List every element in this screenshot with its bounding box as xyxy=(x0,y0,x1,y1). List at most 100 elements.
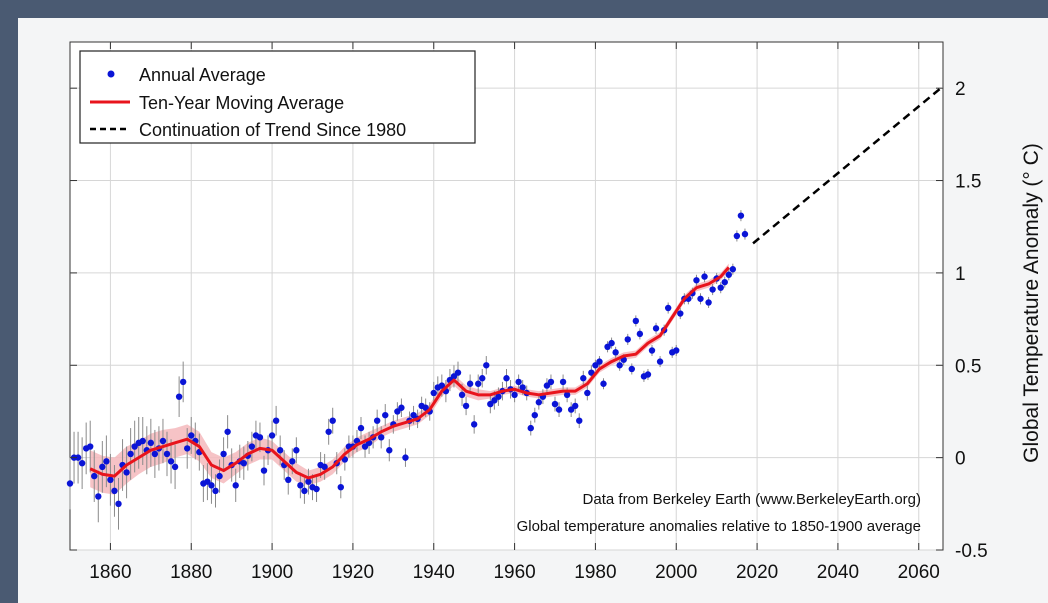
annual-point xyxy=(357,424,365,432)
annual-point xyxy=(188,432,195,439)
annual-point xyxy=(260,467,268,474)
annual-point xyxy=(479,375,486,382)
y-tick-label: 2 xyxy=(955,79,966,100)
legend: Annual Average Ten-Year Moving Average C… xyxy=(79,50,476,144)
annual-point xyxy=(232,482,239,489)
annual-point xyxy=(66,480,74,487)
annual-point xyxy=(596,358,603,365)
x-tick-label: 2040 xyxy=(817,562,859,583)
annual-point xyxy=(519,384,526,391)
annual-point xyxy=(677,310,684,317)
annual-point xyxy=(289,458,296,465)
annual-point xyxy=(511,391,518,399)
annual-point xyxy=(563,391,571,399)
annual-point xyxy=(483,362,490,369)
annual-point xyxy=(515,378,522,386)
annual-point xyxy=(184,445,191,452)
annual-point xyxy=(608,339,615,347)
x-tick-label: 2000 xyxy=(655,562,697,583)
annual-point xyxy=(107,476,114,484)
annual-point xyxy=(584,389,591,397)
annual-point xyxy=(341,456,349,463)
annual-point xyxy=(648,347,656,354)
legend-box xyxy=(79,50,476,144)
annual-point xyxy=(458,391,466,399)
annual-point xyxy=(87,443,94,450)
annual-point xyxy=(725,271,732,278)
annotation-baseline: Global temperature anomalies relative to… xyxy=(517,518,921,535)
annual-point xyxy=(592,362,599,369)
annual-point xyxy=(491,397,498,404)
trend-line xyxy=(752,85,944,245)
y-tick-label: 0 xyxy=(955,449,966,470)
annual-point xyxy=(131,443,138,450)
annual-point xyxy=(559,378,567,386)
annual-point xyxy=(652,325,660,332)
annual-point xyxy=(361,443,369,450)
annual-point xyxy=(531,411,538,419)
temperature-chart: 1860 1880 1900 1920 1940 1960 1980 2000 2020 2040… xyxy=(66,41,1043,583)
annual-point xyxy=(151,450,159,458)
annual-point xyxy=(147,439,155,447)
annual-point xyxy=(115,500,122,508)
legend-label-trend: Continuation of Trend Since 1980 xyxy=(139,120,406,140)
annual-point xyxy=(600,380,607,387)
annual-point xyxy=(167,458,175,465)
annual-point xyxy=(604,343,611,350)
annual-point xyxy=(337,483,344,491)
legend-label-annual: Annual Average xyxy=(139,65,266,85)
annual-point xyxy=(567,406,575,413)
annual-point xyxy=(272,417,280,424)
annual-point xyxy=(551,400,559,408)
annual-point xyxy=(329,417,336,424)
annual-point xyxy=(588,369,595,376)
annual-point xyxy=(430,389,437,397)
annual-point xyxy=(737,212,745,219)
annual-point xyxy=(285,476,292,484)
annual-point xyxy=(123,469,130,476)
annual-point xyxy=(163,450,171,458)
x-tick-label: 1860 xyxy=(89,562,131,583)
annual-point xyxy=(487,400,494,408)
annual-point xyxy=(527,424,534,432)
annual-point xyxy=(644,371,652,378)
annual-point xyxy=(709,286,716,293)
annual-point xyxy=(628,365,635,373)
annual-point xyxy=(555,406,563,413)
annual-point xyxy=(111,487,118,495)
annual-point xyxy=(103,458,110,465)
legend-dot-marker xyxy=(107,70,115,78)
annual-point xyxy=(580,375,587,382)
annual-point xyxy=(139,437,146,445)
moving-average-line xyxy=(89,266,730,480)
annual-point xyxy=(293,447,300,454)
annual-point xyxy=(175,393,183,400)
annual-point xyxy=(398,404,405,411)
annual-point xyxy=(673,347,680,354)
x-tick-label: 1880 xyxy=(170,562,212,583)
annual-point xyxy=(466,380,474,387)
annual-point xyxy=(454,369,462,376)
annual-point xyxy=(636,330,644,338)
annual-point xyxy=(410,411,417,419)
annual-point xyxy=(547,378,555,386)
annual-point xyxy=(268,432,276,439)
annual-point xyxy=(171,463,179,471)
annual-point xyxy=(543,382,551,389)
annual-point xyxy=(248,443,256,450)
annual-point xyxy=(373,417,381,424)
annual-point xyxy=(402,454,409,461)
annual-point xyxy=(95,493,102,500)
annual-point xyxy=(664,304,672,312)
y-tick-label: 0.5 xyxy=(955,356,981,377)
annual-point xyxy=(717,284,724,291)
annual-point xyxy=(276,447,284,454)
annual-point xyxy=(697,295,704,302)
x-tick-label: 2020 xyxy=(736,562,778,583)
annual-point xyxy=(741,230,749,238)
annual-point xyxy=(240,459,247,467)
annual-point xyxy=(321,463,328,471)
chart-frame: 1860 1880 1900 1920 1940 1960 1980 2000 2020 2040… xyxy=(18,18,1048,603)
annual-point xyxy=(394,408,401,415)
x-axis-ticks: 1860 1880 1900 1920 1940 1960 1980 2000 2020 2040… xyxy=(89,42,940,583)
